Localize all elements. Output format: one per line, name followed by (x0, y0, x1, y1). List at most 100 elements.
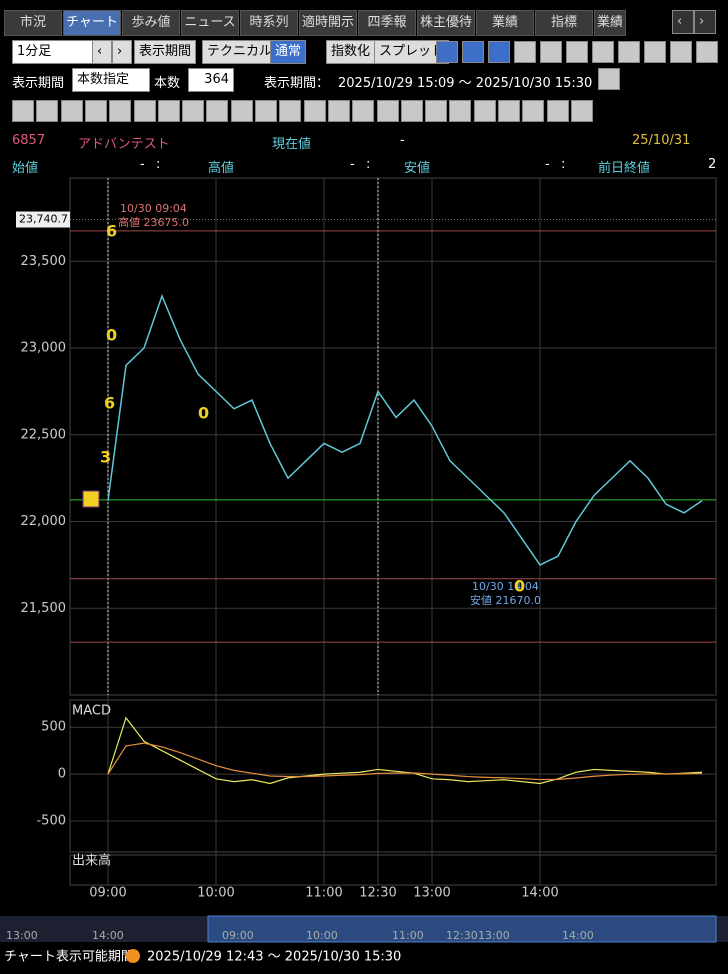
toolbar-button[interactable]: 通常 (270, 40, 307, 64)
y-tick-label: 23,500 (21, 254, 67, 269)
macd-title: MACD (72, 704, 111, 719)
draw-tool[interactable] (182, 100, 205, 122)
draw-tool[interactable] (376, 100, 399, 122)
cursor-box (16, 211, 70, 228)
range: 2025/10/29 15:09 ～ 2025/10/30 15:30 (338, 76, 593, 91)
tab[interactable]: 歩み値 (122, 10, 180, 36)
nav-next[interactable]: › (112, 40, 132, 64)
draw-tool[interactable] (12, 100, 34, 122)
period-label: 表示期間 (12, 76, 65, 91)
tab[interactable]: 業績 (476, 10, 534, 36)
tab[interactable]: 指標 (535, 10, 593, 36)
tab[interactable]: 時系列 (240, 10, 298, 36)
draw-tool[interactable] (498, 100, 520, 122)
tab[interactable]: ニュース (181, 10, 239, 36)
y-tick-label: 0 (58, 767, 66, 782)
draw-tool[interactable] (522, 100, 545, 122)
low-label: 安値 21670.0 (470, 593, 541, 607)
current-label: 現在値 (272, 137, 312, 152)
field-label: 始値 (12, 161, 39, 176)
tool-icon[interactable] (566, 41, 588, 63)
draw-tool[interactable] (36, 100, 59, 122)
x-tick-label: 09:00 (89, 886, 126, 901)
field-value: - (350, 157, 355, 172)
y-tick-label: 22,500 (21, 427, 67, 442)
field-value: - (140, 157, 145, 172)
draw-tool[interactable] (425, 100, 448, 122)
draw-tool[interactable] (109, 100, 132, 122)
draw-tool[interactable] (133, 100, 156, 122)
field-label: 前日終値 (598, 161, 651, 176)
tab[interactable]: 株主優待 (417, 10, 475, 36)
tool-icon[interactable] (488, 41, 510, 63)
draw-tool[interactable] (60, 100, 83, 122)
signal-marker: 0 (198, 404, 209, 423)
y-tick-label: 23,000 (21, 341, 67, 356)
draw-tool[interactable] (206, 100, 229, 122)
tab[interactable]: チャート (63, 10, 121, 36)
warning-icon (126, 949, 140, 963)
current-value: - (400, 133, 405, 148)
field-label: 安値 (404, 161, 431, 176)
y-tick-label: -500 (36, 814, 66, 829)
tool-icon[interactable] (670, 41, 692, 63)
high-label: 高値 23675.0 (118, 215, 189, 229)
tool-icon[interactable] (540, 41, 562, 63)
panel-frame (69, 854, 717, 886)
draw-tool[interactable] (546, 100, 569, 122)
toolbar-button[interactable]: 指数化 (326, 40, 376, 64)
field-value: 2 (708, 157, 717, 172)
draw-tool[interactable] (255, 100, 277, 122)
signal-marker: 0 (106, 326, 117, 345)
panel-frame (69, 177, 717, 696)
stock-code: 6857 (12, 133, 46, 148)
tool-icon[interactable] (644, 41, 666, 63)
draw-tool[interactable] (157, 100, 180, 122)
draw-tool[interactable] (570, 100, 593, 122)
draw-tool[interactable] (352, 100, 375, 122)
nav-prev[interactable]: ‹ (92, 40, 112, 64)
scroll-label: 10:00 (306, 929, 338, 942)
price-line (107, 293, 703, 566)
interval-select[interactable]: 1分足 (12, 40, 96, 64)
tab-next[interactable]: › (694, 10, 716, 34)
tool-icon[interactable] (696, 41, 718, 63)
scroll-label: 14:00 (92, 929, 124, 942)
tab[interactable]: 四季報 (358, 10, 416, 36)
macd-line (107, 742, 703, 781)
draw-tool[interactable] (449, 100, 472, 122)
draw-tool[interactable] (303, 100, 326, 122)
y-tick-label: 21,500 (21, 601, 67, 616)
draw-tool[interactable] (84, 100, 107, 122)
signal-marker: 6 (106, 222, 117, 241)
draw-tool[interactable] (230, 100, 253, 122)
y-tick-label: 22,000 (21, 514, 67, 529)
y-tick-label: 500 (41, 720, 66, 735)
x-tick-label: 13:00 (413, 886, 450, 901)
apply-icon[interactable] (598, 68, 620, 90)
tool-icon[interactable] (436, 41, 458, 63)
high-time: 10/30 09:04 (120, 202, 187, 215)
toolbar-button[interactable]: 表示期間 (134, 40, 197, 64)
low-time: 10/30 14:04 (472, 580, 539, 593)
mode-select[interactable]: 本数指定 (72, 68, 150, 92)
stock-name: アドバンテスト (78, 137, 170, 152)
tool-icon[interactable] (592, 41, 614, 63)
scroll-label: 14:00 (562, 929, 594, 942)
tab-prev[interactable]: ‹ (672, 10, 694, 34)
tab[interactable]: 市況 (4, 10, 62, 36)
macd-line (107, 716, 703, 785)
signal-marker: 6 (104, 394, 115, 413)
draw-tool[interactable] (473, 100, 496, 122)
tool-icon[interactable] (462, 41, 484, 63)
tool-icon[interactable] (618, 41, 640, 63)
draw-tool[interactable] (327, 100, 350, 122)
range-label: 表示期間： (264, 76, 330, 91)
tab[interactable]: 適時開示 (299, 10, 357, 36)
tab[interactable]: 業績 (594, 10, 626, 36)
count-input[interactable]: 364 (188, 68, 234, 92)
draw-tool[interactable] (279, 100, 302, 122)
tool-icon[interactable] (514, 41, 536, 63)
draw-tool[interactable] (400, 100, 423, 122)
